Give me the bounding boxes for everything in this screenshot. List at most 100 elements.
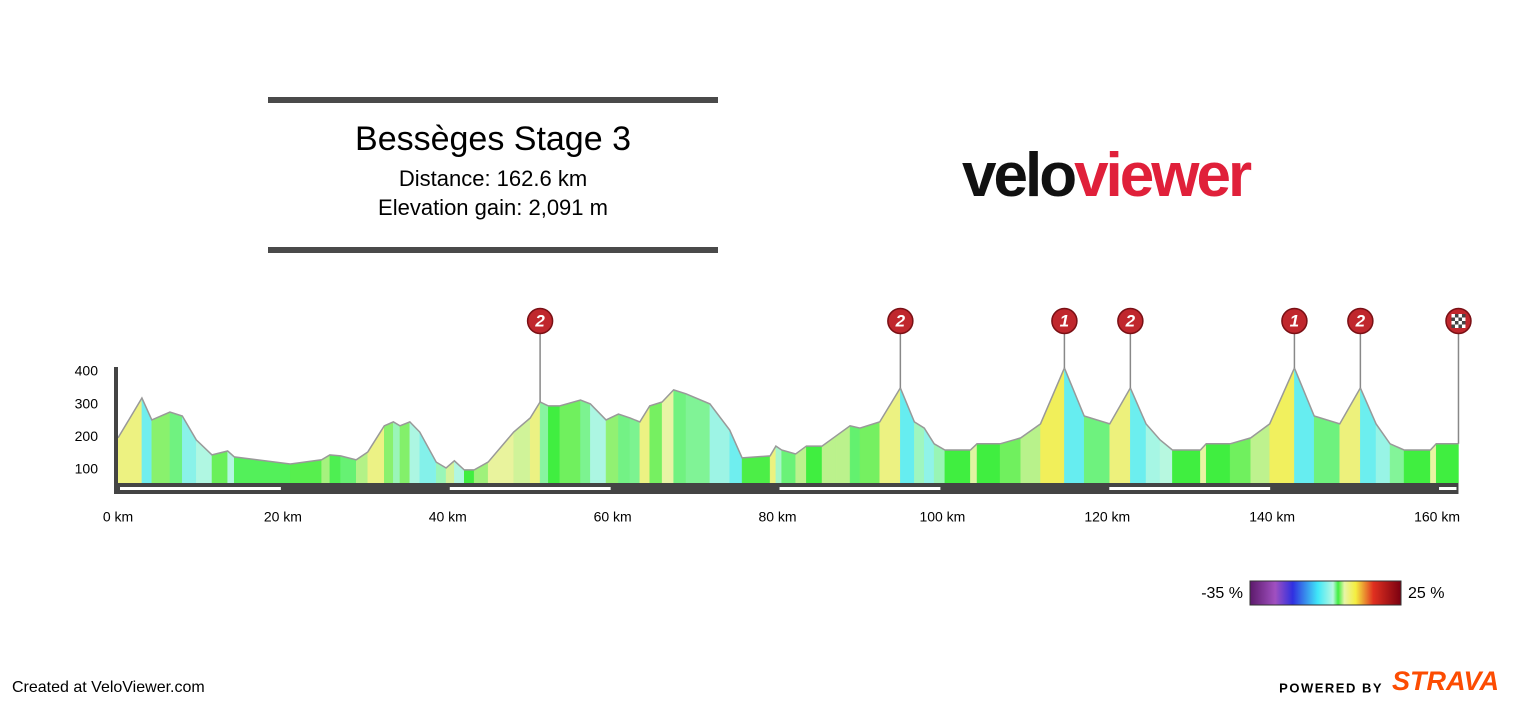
gradient-segment bbox=[914, 421, 925, 484]
gradient-segment bbox=[393, 421, 401, 484]
gradient-segment bbox=[539, 401, 549, 484]
footer-powered: POWERED BY bbox=[1279, 680, 1383, 695]
gradient-segment bbox=[329, 454, 341, 484]
legend-max: 25 % bbox=[1408, 585, 1444, 602]
finish-flag-cell bbox=[1461, 321, 1466, 325]
gradient-segment bbox=[117, 397, 143, 484]
gradient-segment bbox=[580, 399, 591, 484]
x-tick-label: 40 km bbox=[429, 509, 467, 525]
finish-flag-cell bbox=[1454, 324, 1459, 328]
gradient-segment bbox=[1294, 367, 1315, 484]
gradient-segment bbox=[795, 445, 807, 484]
gradient-segment bbox=[1435, 443, 1459, 484]
climb-marker bbox=[887, 307, 914, 335]
footer-brand: STRAVA bbox=[1392, 666, 1499, 696]
x-tick-label: 80 km bbox=[758, 509, 796, 525]
climb-category: 2 bbox=[1125, 311, 1136, 330]
footer-credit: Created at VeloViewer.com bbox=[12, 679, 205, 696]
gradient-segment bbox=[399, 421, 411, 484]
logo: veloviewer bbox=[962, 141, 1252, 210]
gradient-segment bbox=[1269, 367, 1295, 484]
gradient-segment bbox=[1360, 387, 1377, 484]
gradient-segment bbox=[859, 421, 880, 484]
gradient-segment bbox=[685, 393, 711, 484]
finish-flag-cell bbox=[1451, 317, 1455, 321]
gradient-segment bbox=[1172, 449, 1201, 484]
finish-flag-cell bbox=[1461, 314, 1466, 318]
gradient-segment bbox=[649, 401, 663, 484]
gradient-segment bbox=[1040, 367, 1065, 484]
finish-flag-cell bbox=[1451, 324, 1455, 328]
gradient-segment bbox=[1339, 386, 1361, 484]
climb-marker bbox=[1117, 307, 1144, 335]
gradient-segment bbox=[729, 429, 743, 484]
finish-flag-cell bbox=[1451, 321, 1455, 325]
climb-category: 2 bbox=[534, 311, 545, 330]
subtitle: Distance: 162.6 km bbox=[399, 166, 587, 191]
gradient-segment bbox=[1403, 449, 1431, 484]
finish-flag-cell bbox=[1461, 324, 1466, 328]
gradient-segment bbox=[1313, 415, 1341, 484]
finish-flag-cell bbox=[1458, 317, 1462, 321]
gradient-segment bbox=[548, 405, 561, 484]
x-tick-label: 0 km bbox=[103, 509, 133, 525]
x-tick-label: 140 km bbox=[1249, 509, 1295, 525]
gradient-segment bbox=[639, 405, 650, 484]
gradient-segment bbox=[182, 415, 197, 484]
climb-category: 2 bbox=[895, 311, 906, 330]
logo-part: velo bbox=[962, 141, 1075, 210]
legend-min: -35 % bbox=[1201, 585, 1243, 602]
gradient-segment bbox=[806, 445, 823, 484]
gradient-segment bbox=[821, 435, 837, 484]
gradient-segment bbox=[384, 421, 394, 484]
gradient-segment bbox=[673, 389, 687, 484]
climb-category: 1 bbox=[1290, 311, 1299, 330]
finish-flag-cell bbox=[1458, 321, 1462, 325]
gradient-segment bbox=[1229, 437, 1251, 484]
gradient-legend bbox=[1249, 580, 1402, 606]
logo-part: viewer bbox=[1074, 141, 1252, 210]
gradient-segment bbox=[781, 449, 796, 484]
subtitle: Elevation gain: 2,091 m bbox=[378, 195, 608, 220]
finish-flag-cell bbox=[1454, 321, 1459, 325]
finish-flag-cell bbox=[1451, 314, 1455, 318]
climb-marker bbox=[526, 307, 554, 335]
gradient-segment bbox=[661, 389, 674, 484]
header-rule bbox=[268, 247, 718, 253]
gradient-segment bbox=[1109, 386, 1131, 484]
gradient-segment bbox=[1130, 387, 1147, 484]
gradient-segment bbox=[196, 439, 213, 484]
x-tick-label: 20 km bbox=[264, 509, 302, 525]
climb-category: 1 bbox=[1060, 311, 1069, 330]
finish-flag-cell bbox=[1458, 314, 1462, 318]
x-tick-label: 100 km bbox=[919, 509, 965, 525]
gradient-segment bbox=[629, 417, 641, 484]
y-tick-label: 400 bbox=[75, 363, 99, 379]
gradient-segment bbox=[1250, 423, 1270, 484]
gradient-segment bbox=[169, 411, 183, 484]
y-tick-label: 100 bbox=[75, 461, 99, 477]
climb-marker bbox=[1347, 307, 1374, 335]
x-tick-label: 60 km bbox=[594, 509, 632, 525]
climb-category: 2 bbox=[1355, 311, 1366, 330]
gradient-segment bbox=[1083, 415, 1111, 484]
gradient-segment bbox=[605, 413, 619, 484]
gradient-segment bbox=[463, 469, 475, 484]
gradient-segment bbox=[1159, 439, 1173, 484]
finish-flag-cell bbox=[1461, 317, 1466, 321]
gradient-segment bbox=[367, 424, 385, 484]
gradient-segment bbox=[529, 401, 541, 484]
distance-stripe bbox=[779, 487, 941, 490]
gradient-segment bbox=[879, 387, 901, 484]
gradient-segment bbox=[590, 403, 607, 484]
gradient-segment bbox=[976, 443, 1001, 484]
gradient-segment bbox=[211, 450, 228, 484]
distance-stripe bbox=[449, 487, 611, 490]
gradient-segment bbox=[944, 449, 971, 484]
gradient-segment bbox=[1064, 367, 1085, 484]
distance-stripe bbox=[1109, 487, 1271, 490]
y-tick-label: 200 bbox=[75, 428, 99, 444]
gradient-segment bbox=[741, 455, 771, 484]
gradient-segment bbox=[559, 399, 581, 484]
